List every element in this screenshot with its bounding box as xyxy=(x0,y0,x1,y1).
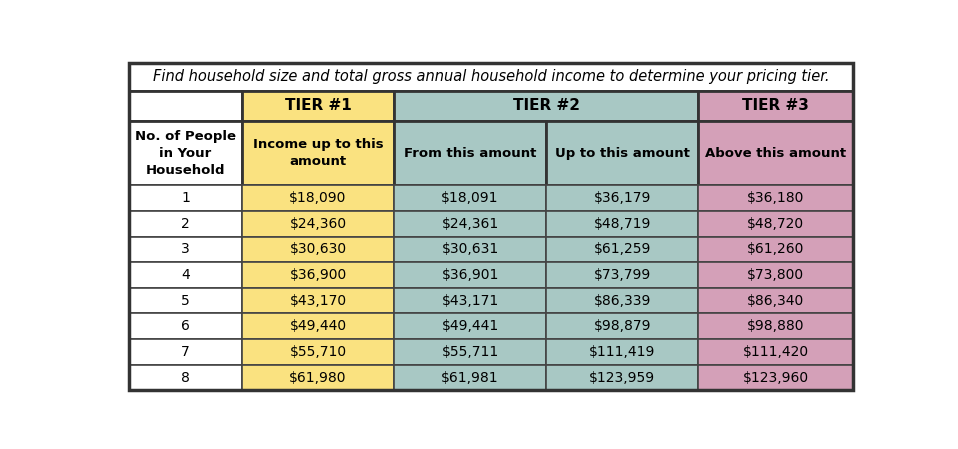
Text: $98,879: $98,879 xyxy=(593,319,650,333)
Bar xyxy=(698,185,853,211)
Bar xyxy=(394,313,546,339)
Bar xyxy=(546,262,698,288)
Bar xyxy=(394,237,546,262)
Text: $49,441: $49,441 xyxy=(442,319,499,333)
Text: 4: 4 xyxy=(181,268,190,282)
Bar xyxy=(698,288,853,313)
Text: $36,901: $36,901 xyxy=(442,268,499,282)
Text: $111,420: $111,420 xyxy=(742,345,809,359)
Bar xyxy=(546,288,698,313)
Bar xyxy=(242,121,394,185)
Bar xyxy=(394,262,546,288)
Bar xyxy=(698,211,853,237)
Text: $73,800: $73,800 xyxy=(747,268,804,282)
Bar xyxy=(698,237,853,262)
Bar xyxy=(394,211,546,237)
Text: $43,170: $43,170 xyxy=(289,294,347,308)
Bar xyxy=(546,185,698,211)
Text: $123,960: $123,960 xyxy=(742,370,809,384)
Text: Find household size and total gross annual household income to determine your pr: Find household size and total gross annu… xyxy=(152,69,830,84)
Bar xyxy=(394,339,546,365)
Bar xyxy=(394,288,546,313)
Bar xyxy=(394,91,698,121)
Bar xyxy=(394,121,546,185)
Text: $18,090: $18,090 xyxy=(289,191,347,205)
Text: Up to this amount: Up to this amount xyxy=(555,147,690,160)
Bar xyxy=(546,313,698,339)
Text: 6: 6 xyxy=(181,319,190,333)
Text: $86,339: $86,339 xyxy=(594,294,650,308)
Bar xyxy=(698,339,853,365)
Bar xyxy=(242,288,394,313)
Text: $43,171: $43,171 xyxy=(442,294,499,308)
Text: $73,799: $73,799 xyxy=(594,268,650,282)
Bar xyxy=(546,211,698,237)
Bar xyxy=(129,365,242,390)
Bar xyxy=(546,339,698,365)
Bar xyxy=(129,63,853,91)
Text: 7: 7 xyxy=(181,345,190,359)
Bar xyxy=(546,237,698,262)
Text: 2: 2 xyxy=(181,217,190,231)
Bar xyxy=(242,211,394,237)
Bar xyxy=(546,121,698,185)
Text: $36,900: $36,900 xyxy=(289,268,347,282)
Bar xyxy=(698,121,853,185)
Bar xyxy=(242,365,394,390)
Text: $55,711: $55,711 xyxy=(442,345,499,359)
Bar xyxy=(129,339,242,365)
Text: $18,091: $18,091 xyxy=(442,191,499,205)
Bar xyxy=(546,365,698,390)
Text: 3: 3 xyxy=(181,242,190,256)
Bar xyxy=(129,91,242,121)
Bar xyxy=(698,91,853,121)
Bar xyxy=(129,211,242,237)
Text: $36,180: $36,180 xyxy=(747,191,805,205)
Text: $55,710: $55,710 xyxy=(289,345,347,359)
Bar xyxy=(129,288,242,313)
Text: $61,981: $61,981 xyxy=(442,370,499,384)
Text: 1: 1 xyxy=(181,191,190,205)
Text: $49,440: $49,440 xyxy=(289,319,347,333)
Text: $48,720: $48,720 xyxy=(747,217,804,231)
Text: 5: 5 xyxy=(181,294,190,308)
Text: TIER #1: TIER #1 xyxy=(285,98,352,113)
Text: $111,419: $111,419 xyxy=(589,345,655,359)
Text: $24,360: $24,360 xyxy=(289,217,347,231)
Text: From this amount: From this amount xyxy=(404,147,536,160)
Bar xyxy=(129,313,242,339)
Bar xyxy=(394,365,546,390)
Text: $123,959: $123,959 xyxy=(589,370,655,384)
Bar xyxy=(129,185,242,211)
Bar xyxy=(129,121,242,185)
Bar xyxy=(698,262,853,288)
Text: $48,719: $48,719 xyxy=(594,217,650,231)
Bar xyxy=(242,313,394,339)
Text: Income up to this
amount: Income up to this amount xyxy=(253,138,383,168)
Text: $61,980: $61,980 xyxy=(289,370,347,384)
Bar xyxy=(129,237,242,262)
Text: $36,179: $36,179 xyxy=(594,191,650,205)
Bar xyxy=(242,339,394,365)
Text: $24,361: $24,361 xyxy=(442,217,499,231)
Text: 8: 8 xyxy=(181,370,190,384)
Text: $30,630: $30,630 xyxy=(289,242,347,256)
Text: TIER #3: TIER #3 xyxy=(742,98,809,113)
Bar xyxy=(394,185,546,211)
Text: TIER #2: TIER #2 xyxy=(513,98,580,113)
Text: $86,340: $86,340 xyxy=(747,294,804,308)
Bar xyxy=(698,365,853,390)
Bar xyxy=(242,262,394,288)
Text: $61,260: $61,260 xyxy=(747,242,805,256)
Text: Above this amount: Above this amount xyxy=(705,147,846,160)
Text: $30,631: $30,631 xyxy=(442,242,499,256)
Bar xyxy=(129,262,242,288)
Text: $98,880: $98,880 xyxy=(747,319,805,333)
Bar xyxy=(242,91,394,121)
Bar xyxy=(242,237,394,262)
Bar xyxy=(242,185,394,211)
Bar xyxy=(698,313,853,339)
Text: $61,259: $61,259 xyxy=(594,242,650,256)
Text: No. of People
in Your
Household: No. of People in Your Household xyxy=(135,130,236,176)
